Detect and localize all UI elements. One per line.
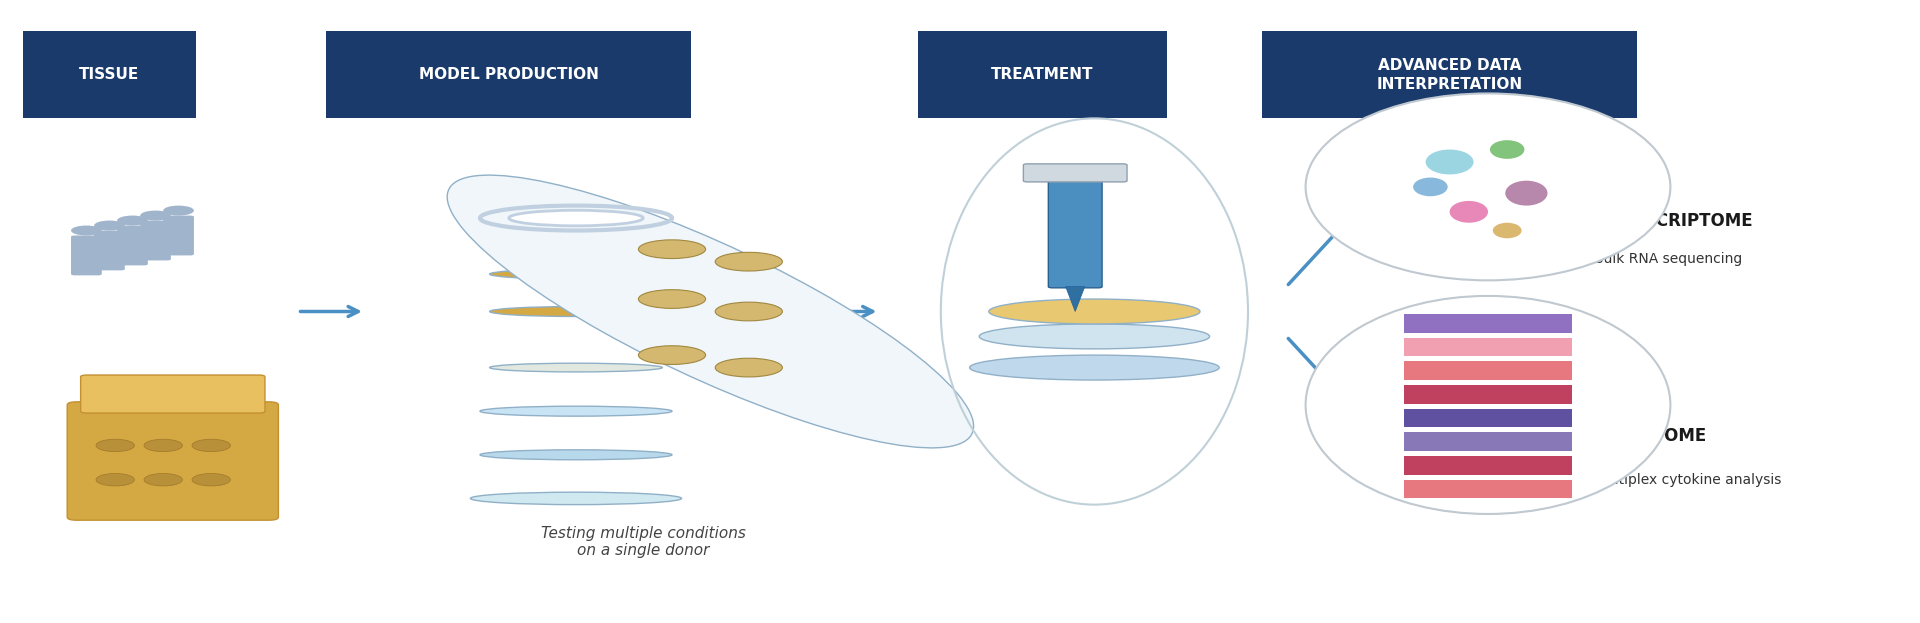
Circle shape [192, 439, 230, 452]
FancyBboxPatch shape [1404, 456, 1572, 475]
Ellipse shape [509, 211, 643, 226]
FancyBboxPatch shape [67, 402, 278, 520]
Text: Testing multiple conditions
on a single donor: Testing multiple conditions on a single … [541, 526, 745, 558]
Ellipse shape [1425, 150, 1475, 174]
FancyBboxPatch shape [1404, 480, 1572, 498]
FancyBboxPatch shape [163, 216, 194, 255]
Circle shape [144, 473, 182, 486]
Ellipse shape [979, 324, 1210, 349]
Circle shape [144, 439, 182, 452]
Circle shape [140, 211, 171, 221]
Ellipse shape [1413, 178, 1448, 196]
Text: Multiplex cytokine analysis: Multiplex cytokine analysis [1594, 473, 1782, 487]
FancyBboxPatch shape [140, 221, 171, 260]
FancyBboxPatch shape [94, 231, 125, 270]
Ellipse shape [490, 269, 662, 279]
Ellipse shape [637, 290, 707, 308]
Circle shape [163, 206, 194, 216]
FancyBboxPatch shape [1404, 338, 1572, 356]
Text: Bulk RNA sequencing: Bulk RNA sequencing [1594, 252, 1741, 265]
FancyBboxPatch shape [81, 375, 265, 413]
Ellipse shape [970, 355, 1219, 380]
Text: TISSUE: TISSUE [79, 67, 140, 82]
FancyBboxPatch shape [71, 235, 102, 275]
Circle shape [96, 473, 134, 486]
FancyBboxPatch shape [1023, 164, 1127, 182]
FancyBboxPatch shape [326, 31, 691, 118]
Text: MODEL PRODUCTION: MODEL PRODUCTION [419, 67, 599, 82]
FancyBboxPatch shape [1404, 409, 1572, 427]
Text: TRANSCRIPTOME: TRANSCRIPTOME [1594, 212, 1753, 230]
Circle shape [94, 221, 125, 231]
Text: TREATMENT: TREATMENT [991, 67, 1094, 82]
FancyBboxPatch shape [1048, 173, 1102, 288]
Ellipse shape [1450, 201, 1488, 223]
FancyBboxPatch shape [1404, 385, 1572, 404]
Ellipse shape [447, 175, 973, 448]
Ellipse shape [1505, 181, 1548, 206]
Circle shape [117, 216, 148, 226]
Ellipse shape [470, 492, 682, 505]
FancyBboxPatch shape [1404, 314, 1572, 333]
Ellipse shape [637, 346, 707, 364]
Ellipse shape [637, 240, 707, 259]
Polygon shape [1066, 287, 1085, 312]
Circle shape [192, 473, 230, 486]
Ellipse shape [490, 307, 662, 316]
Ellipse shape [714, 252, 783, 271]
FancyBboxPatch shape [1263, 31, 1636, 118]
Ellipse shape [480, 406, 672, 416]
FancyBboxPatch shape [23, 31, 196, 118]
Ellipse shape [480, 450, 672, 460]
FancyBboxPatch shape [918, 31, 1167, 118]
Ellipse shape [989, 299, 1200, 324]
FancyBboxPatch shape [1404, 361, 1572, 380]
Ellipse shape [1306, 93, 1670, 280]
Ellipse shape [1490, 140, 1524, 159]
Ellipse shape [714, 358, 783, 377]
Circle shape [96, 439, 134, 452]
Ellipse shape [1306, 296, 1670, 514]
FancyBboxPatch shape [1404, 432, 1572, 451]
Ellipse shape [714, 302, 783, 321]
Circle shape [71, 226, 102, 235]
Text: SECRETOME: SECRETOME [1594, 427, 1707, 445]
Ellipse shape [490, 363, 662, 372]
FancyBboxPatch shape [117, 226, 148, 265]
Ellipse shape [1494, 223, 1523, 239]
Text: ADVANCED DATA
INTERPRETATION: ADVANCED DATA INTERPRETATION [1377, 58, 1523, 92]
